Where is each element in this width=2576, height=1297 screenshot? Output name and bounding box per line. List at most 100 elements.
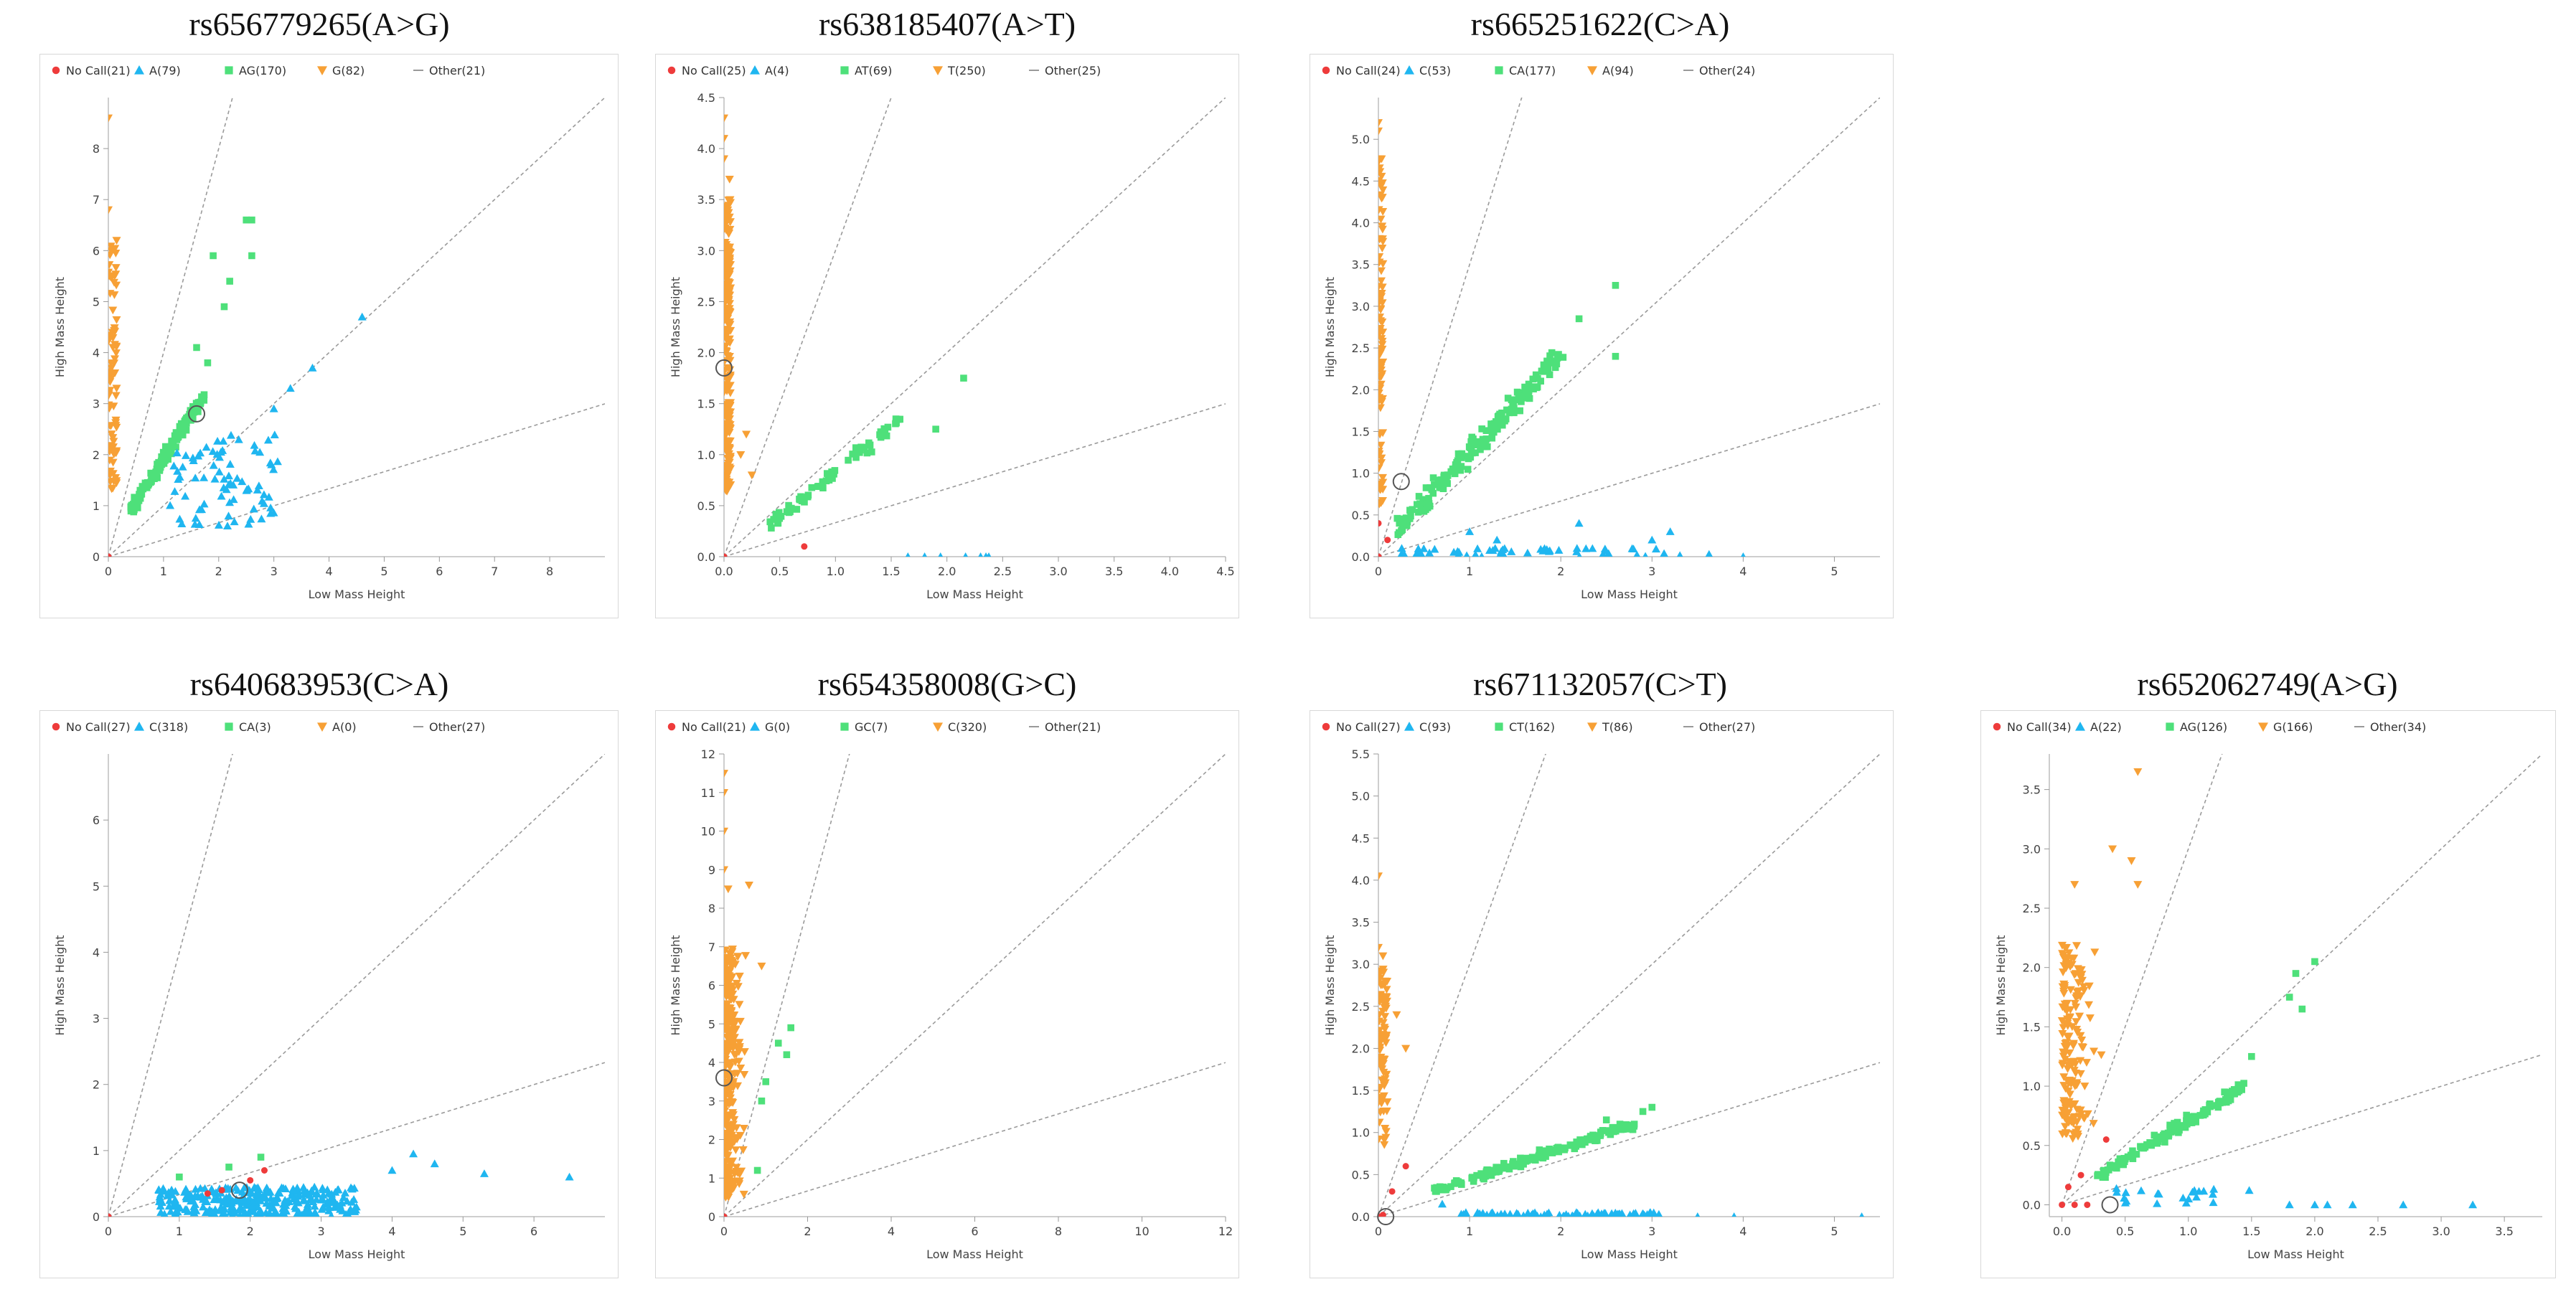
data-point xyxy=(260,1167,268,1174)
data-point xyxy=(1397,544,1406,552)
data-point xyxy=(108,336,113,345)
data-point xyxy=(108,378,115,386)
data-point xyxy=(2084,1001,2094,1009)
data-point xyxy=(2064,1098,2074,1106)
selection-marker xyxy=(715,359,733,377)
data-point xyxy=(171,1199,181,1207)
legend-label: No Call(24) xyxy=(1336,64,1401,77)
data-point xyxy=(724,1184,733,1192)
data-point xyxy=(189,1202,199,1210)
data-point xyxy=(1539,1154,1547,1162)
data-point xyxy=(1380,1082,1389,1090)
data-point xyxy=(739,1125,748,1133)
data-point xyxy=(801,543,808,550)
plot-frame: No Call(27) C(318) CA(3) A(0) Other(27) 0 1 2 3 4… xyxy=(39,710,619,1278)
data-point xyxy=(260,1194,269,1202)
x-tick-label: 1.0 xyxy=(2179,1225,2197,1238)
data-point xyxy=(808,484,816,491)
data-point xyxy=(293,1192,303,1200)
legend-label: Other(21) xyxy=(429,64,485,77)
data-point xyxy=(167,450,175,458)
data-point xyxy=(856,449,863,456)
legend-label: No Call(21) xyxy=(682,720,746,734)
legend-orange-icon xyxy=(317,722,327,732)
selection-marker xyxy=(2101,1196,2119,1214)
x-tick-label: 12 xyxy=(1218,1225,1233,1238)
data-point xyxy=(1378,1011,1384,1019)
data-point xyxy=(1381,1124,1390,1133)
data-point xyxy=(1612,282,1620,289)
data-point xyxy=(2072,1003,2081,1011)
data-point xyxy=(2060,1050,2069,1059)
x-tick-label: 2 xyxy=(247,1225,254,1238)
x-tick-label: 5 xyxy=(459,1225,466,1238)
y-tick-label: 1 xyxy=(93,1144,100,1158)
data-point xyxy=(273,1194,282,1202)
x-tick-label: 3 xyxy=(271,565,278,578)
data-point xyxy=(1406,515,1414,522)
legend-label: Other(25) xyxy=(1045,64,1101,77)
y-tick-label: 1.0 xyxy=(1352,1126,1370,1140)
data-point xyxy=(1525,380,1533,388)
data-points xyxy=(1378,872,1864,1217)
y-tick-label: 1.0 xyxy=(697,448,715,462)
data-point xyxy=(1396,529,1403,537)
x-tick-label: 3.5 xyxy=(1105,565,1123,578)
data-point xyxy=(288,1185,298,1194)
data-point xyxy=(2060,1107,2069,1116)
legend-label: G(0) xyxy=(765,720,790,734)
data-point xyxy=(724,866,728,874)
y-tick-label: 3 xyxy=(708,1095,715,1108)
data-point xyxy=(191,1184,200,1193)
reference-lines xyxy=(724,98,1226,557)
data-point xyxy=(108,272,114,280)
data-point xyxy=(1594,1132,1602,1139)
y-tick-label: 3.0 xyxy=(1352,300,1370,313)
data-point xyxy=(220,474,229,483)
data-point xyxy=(724,1118,730,1127)
data-point xyxy=(1526,395,1533,402)
data-point xyxy=(1581,544,1591,552)
y-tick-label: 3.0 xyxy=(1352,958,1370,971)
y-tick-label: 9 xyxy=(708,863,715,877)
reference-lines xyxy=(724,754,1226,1217)
legend-green-icon xyxy=(1495,722,1503,731)
reference-line xyxy=(724,98,892,557)
reference-line xyxy=(2062,1054,2542,1206)
reference-line xyxy=(108,98,233,557)
data-point xyxy=(724,788,728,797)
y-tick-label: 0.5 xyxy=(1352,509,1370,522)
data-point xyxy=(153,470,161,478)
data-point xyxy=(2064,1118,2074,1127)
y-tick-label: 4.5 xyxy=(1352,831,1370,845)
data-point xyxy=(259,490,268,499)
data-point xyxy=(299,1187,309,1194)
data-point xyxy=(963,552,968,557)
data-point xyxy=(741,952,751,960)
data-points xyxy=(724,770,794,1217)
data-point xyxy=(724,553,728,557)
data-point xyxy=(248,1197,257,1206)
data-point xyxy=(724,1030,733,1039)
data-point xyxy=(1378,553,1382,557)
x-tick-label: 4 xyxy=(1739,1225,1747,1238)
data-point xyxy=(108,329,117,337)
legend-label: GC(7) xyxy=(855,720,888,734)
plot-frame: No Call(24) C(53) CA(177) A(94) Other(24) 0 1 2… xyxy=(1310,54,1894,618)
data-point xyxy=(357,312,367,321)
data-point xyxy=(1495,412,1503,420)
x-tick-label: 3.0 xyxy=(1049,565,1067,578)
data-point xyxy=(735,1039,744,1047)
data-point xyxy=(768,524,775,532)
selection-marker xyxy=(230,1182,248,1199)
data-point xyxy=(1493,424,1501,431)
x-axis-label: Low Mass Height xyxy=(926,1248,1023,1261)
data-point xyxy=(328,1211,334,1217)
data-point xyxy=(2208,1189,2217,1198)
data-point xyxy=(229,481,238,489)
data-point xyxy=(286,384,295,392)
data-point xyxy=(1444,480,1451,487)
data-point xyxy=(1561,1144,1569,1152)
data-point xyxy=(2058,950,2067,958)
data-points xyxy=(2057,768,2478,1209)
